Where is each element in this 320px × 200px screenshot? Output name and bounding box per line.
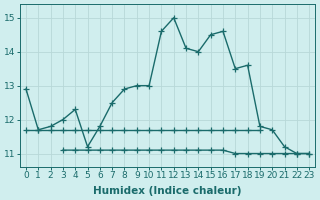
X-axis label: Humidex (Indice chaleur): Humidex (Indice chaleur) bbox=[93, 186, 242, 196]
